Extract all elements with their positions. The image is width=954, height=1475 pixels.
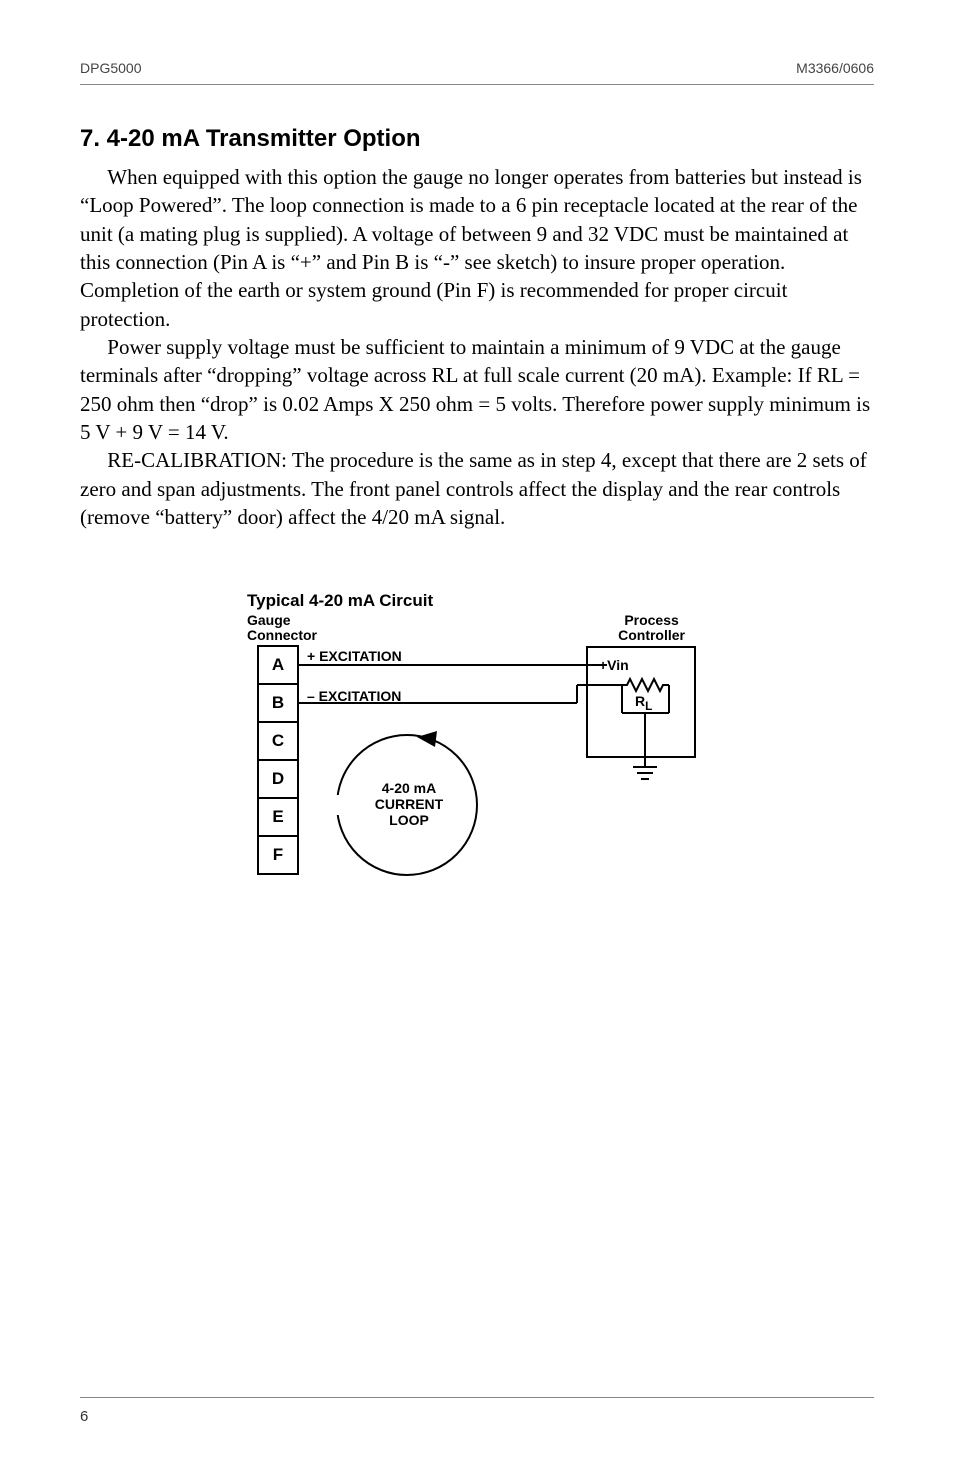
page-number: 6	[80, 1408, 874, 1425]
wiring-svg	[247, 645, 707, 905]
paragraph-2: Power supply voltage must be sufficient …	[80, 333, 874, 446]
page-footer: 6	[80, 1397, 874, 1425]
gauge-connector-label: Gauge Connector	[247, 613, 317, 642]
page-header: DPG5000 M3366/0606	[80, 60, 874, 84]
circuit-diagram: Typical 4-20 mA Circuit Gauge Connector …	[80, 591, 874, 904]
paragraph-3: RE-CALIBRATION: The procedure is the sam…	[80, 446, 874, 531]
header-rule	[80, 84, 874, 85]
process-controller-label: Process Controller	[618, 613, 685, 642]
footer-rule	[80, 1397, 874, 1398]
vin-label: +Vin	[599, 657, 629, 673]
body-text: When equipped with this option the gauge…	[80, 163, 874, 531]
diagram-title: Typical 4-20 mA Circuit	[247, 591, 707, 611]
loop-center-label: 4-20 mA CURRENT LOOP	[369, 780, 449, 828]
section-title: 7. 4-20 mA Transmitter Option	[80, 125, 874, 153]
header-left: DPG5000	[80, 60, 141, 76]
header-right: M3366/0606	[796, 60, 874, 76]
rl-label: RL	[635, 693, 652, 713]
paragraph-1: When equipped with this option the gauge…	[80, 163, 874, 333]
